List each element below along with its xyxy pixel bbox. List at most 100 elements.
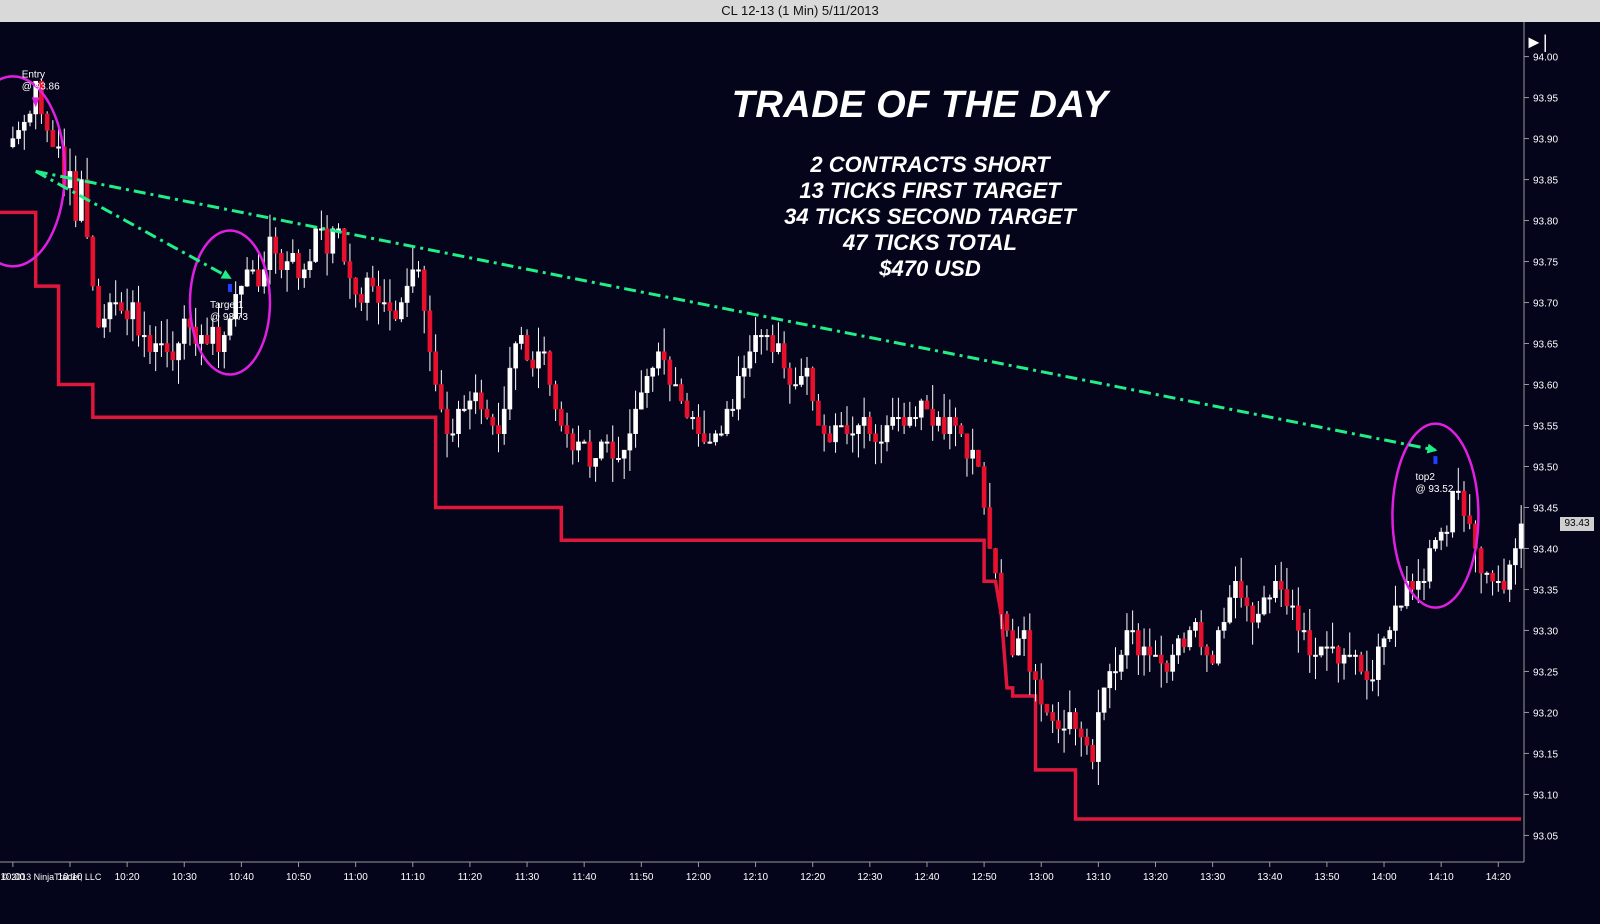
candle (221, 331, 227, 369)
candle (124, 288, 130, 336)
candle (970, 428, 975, 475)
candle (1427, 539, 1433, 589)
candle (227, 314, 233, 341)
candle (73, 155, 79, 228)
last-price-box: 93.43 (1560, 516, 1594, 531)
candle (199, 324, 204, 366)
candle (610, 425, 616, 482)
skip-to-end-icon[interactable]: ►| (1525, 32, 1548, 52)
candle (924, 395, 930, 410)
candle (1278, 561, 1284, 608)
candle (1084, 728, 1090, 755)
x-tick-label: 11:20 (458, 872, 483, 883)
candle (684, 392, 690, 419)
annotation-price: @ 93.73 (210, 312, 248, 323)
candle (524, 329, 530, 362)
annotation-entry: Entry@ 93.86 (22, 69, 60, 108)
candle (850, 416, 856, 453)
candle (953, 407, 958, 447)
candle (513, 341, 518, 390)
candle (667, 356, 673, 402)
candle (267, 214, 273, 285)
candle (399, 297, 404, 323)
y-tick-label: 93.70 (1533, 299, 1558, 310)
candle (1164, 660, 1170, 683)
candle (1198, 610, 1204, 656)
candle (1370, 659, 1375, 692)
candle (1438, 527, 1444, 551)
overlay-title: TRADE OF THE DAY (731, 84, 1109, 126)
candle (878, 424, 884, 464)
y-tick-label: 93.45 (1533, 503, 1558, 514)
chart-frame: Entry @ 93.86 Target1 @ 93.73 top2 @ 93.52 94… (0, 22, 1600, 924)
candle (496, 402, 501, 453)
candle (1256, 600, 1261, 629)
annotation-target1: Target1@ 93.73 (210, 283, 248, 323)
candle (147, 325, 153, 364)
candle (250, 260, 256, 275)
candle (239, 285, 244, 318)
candle (1450, 490, 1455, 538)
candle (164, 319, 170, 368)
candle (901, 402, 907, 434)
candle (393, 300, 398, 322)
candle (804, 356, 810, 395)
candle (1067, 690, 1073, 735)
candle (576, 425, 581, 463)
candle (244, 257, 250, 288)
annotation-stop2: top2@ 93.52 (1415, 456, 1454, 495)
candle (1027, 613, 1033, 695)
candle (718, 425, 724, 437)
candle (501, 386, 507, 445)
candle (593, 458, 598, 482)
candle (324, 215, 330, 276)
candle (724, 401, 730, 437)
candle (433, 334, 438, 392)
x-tick-label: 14:10 (1429, 872, 1454, 883)
candle (364, 272, 370, 321)
candle (1284, 568, 1290, 615)
candlestick-chart[interactable]: Entry@ 93.86 Target1@ 93.73 top2@ 93.52 94… (0, 22, 1600, 924)
y-tick-label: 93.20 (1533, 708, 1558, 719)
candle (1290, 589, 1295, 621)
candle (690, 410, 696, 430)
candle (1021, 616, 1027, 657)
candle (1455, 467, 1461, 500)
overlay-text: 2 CONTRACTS SHORT 13 TICKS FIRST TARGET … (760, 152, 1100, 282)
candle (279, 248, 284, 279)
y-tick-label: 93.55 (1533, 422, 1558, 433)
candle (153, 326, 158, 372)
y-tick-label: 93.40 (1533, 544, 1558, 555)
candle (947, 399, 953, 450)
candle (913, 406, 918, 427)
candle (1444, 525, 1450, 547)
candle (1341, 648, 1347, 680)
candle (44, 111, 50, 143)
candle (113, 280, 119, 316)
candle (1033, 663, 1038, 702)
candle (1296, 587, 1301, 653)
x-tick-label: 14:00 (1372, 872, 1397, 883)
trade-highlight-circle-1 (0, 75, 67, 268)
candle (107, 293, 113, 333)
candle (1244, 585, 1250, 622)
candle (861, 397, 867, 449)
y-tick-label: 93.75 (1533, 258, 1558, 269)
candle (530, 351, 536, 377)
candle (798, 358, 804, 388)
candle (981, 462, 987, 515)
candle (96, 278, 101, 328)
candle (1056, 701, 1061, 744)
x-tick-label: 12:40 (914, 872, 939, 883)
y-tick-label: 93.80 (1533, 217, 1558, 228)
y-tick-label: 94.00 (1533, 53, 1558, 64)
candle (490, 413, 496, 435)
candle (1261, 585, 1267, 616)
candle (1347, 632, 1353, 658)
candle (564, 412, 570, 448)
candle (1050, 704, 1055, 734)
candle (547, 350, 553, 396)
candle (27, 110, 33, 127)
candle (1181, 632, 1187, 653)
candle (370, 265, 376, 292)
